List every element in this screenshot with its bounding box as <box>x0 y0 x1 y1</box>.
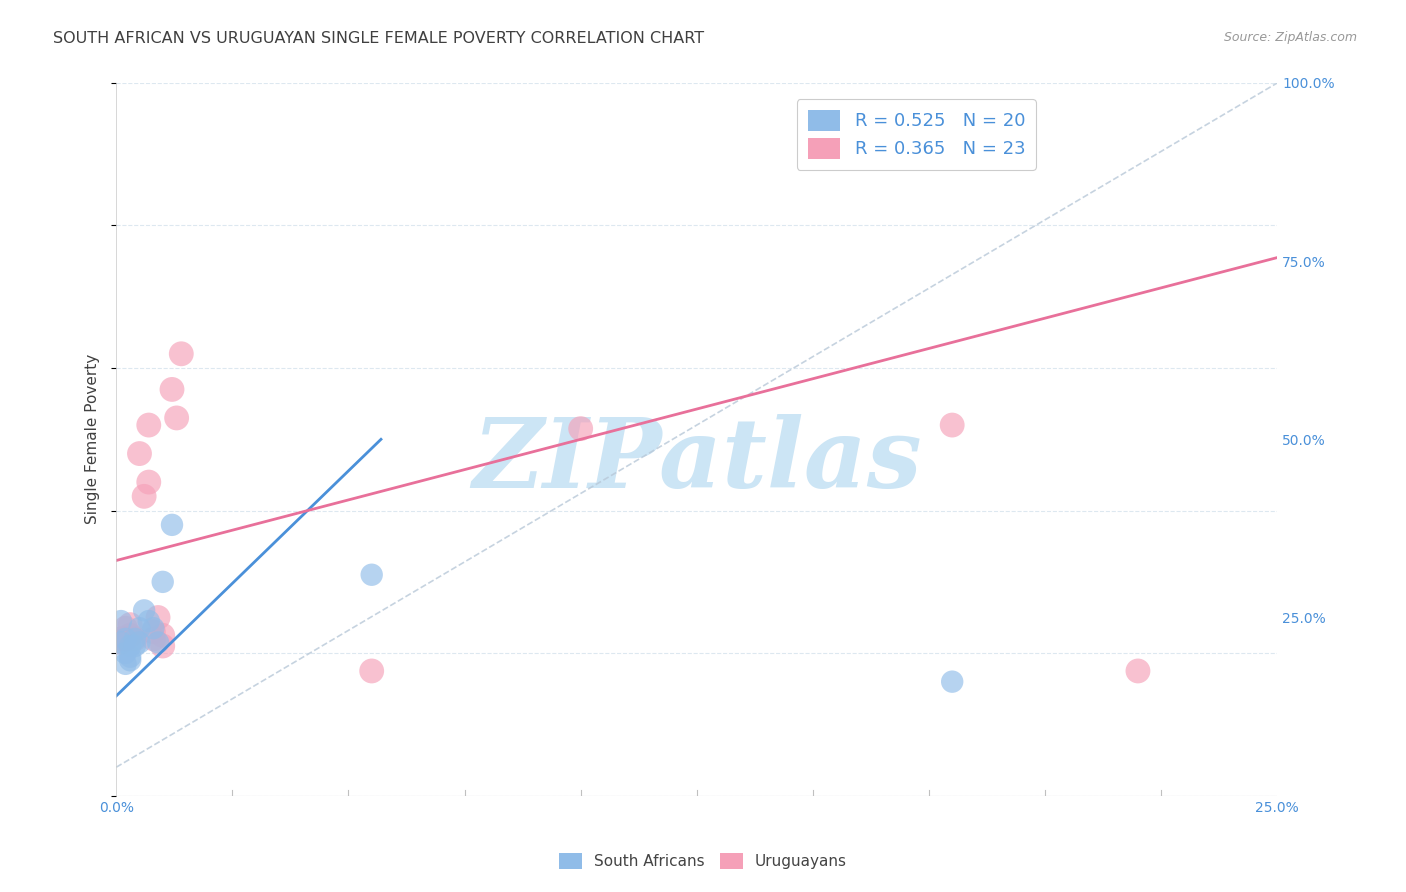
Legend: R = 0.525   N = 20, R = 0.365   N = 23: R = 0.525 N = 20, R = 0.365 N = 23 <box>797 99 1036 169</box>
Point <box>146 610 169 624</box>
Point <box>114 646 136 660</box>
Point <box>1126 664 1149 678</box>
Point <box>110 635 132 649</box>
Point <box>124 639 146 653</box>
Point <box>166 411 188 425</box>
Point <box>124 632 146 646</box>
Point <box>941 418 963 433</box>
Point <box>110 635 132 649</box>
Text: Source: ZipAtlas.com: Source: ZipAtlas.com <box>1223 31 1357 45</box>
Y-axis label: Single Female Poverty: Single Female Poverty <box>86 354 100 524</box>
Point <box>114 657 136 671</box>
Point <box>120 639 142 653</box>
Point <box>569 422 592 436</box>
Point <box>114 621 136 635</box>
Point <box>142 624 165 639</box>
Point <box>110 614 132 628</box>
Point <box>138 418 160 433</box>
Point <box>142 621 165 635</box>
Point <box>360 567 382 582</box>
Point <box>128 635 150 649</box>
Point <box>152 639 174 653</box>
Point <box>138 614 160 628</box>
Point <box>110 632 132 646</box>
Point <box>114 632 136 646</box>
Legend: South Africans, Uruguayans: South Africans, Uruguayans <box>553 847 853 875</box>
Point <box>941 674 963 689</box>
Text: SOUTH AFRICAN VS URUGUAYAN SINGLE FEMALE POVERTY CORRELATION CHART: SOUTH AFRICAN VS URUGUAYAN SINGLE FEMALE… <box>53 31 704 46</box>
Point <box>124 632 146 646</box>
Point <box>128 446 150 460</box>
Point <box>114 632 136 646</box>
Point <box>134 603 156 617</box>
Point <box>360 664 382 678</box>
Point <box>152 574 174 589</box>
Point <box>160 383 183 397</box>
Point <box>120 649 142 664</box>
Point <box>120 617 142 632</box>
Text: ZIPatlas: ZIPatlas <box>472 414 921 508</box>
Point <box>146 635 169 649</box>
Point <box>134 489 156 503</box>
Point <box>120 628 142 642</box>
Point <box>170 347 193 361</box>
Point <box>120 653 142 667</box>
Point <box>160 517 183 532</box>
Point <box>128 621 150 635</box>
Point <box>138 475 160 489</box>
Point <box>142 632 165 646</box>
Point <box>152 628 174 642</box>
